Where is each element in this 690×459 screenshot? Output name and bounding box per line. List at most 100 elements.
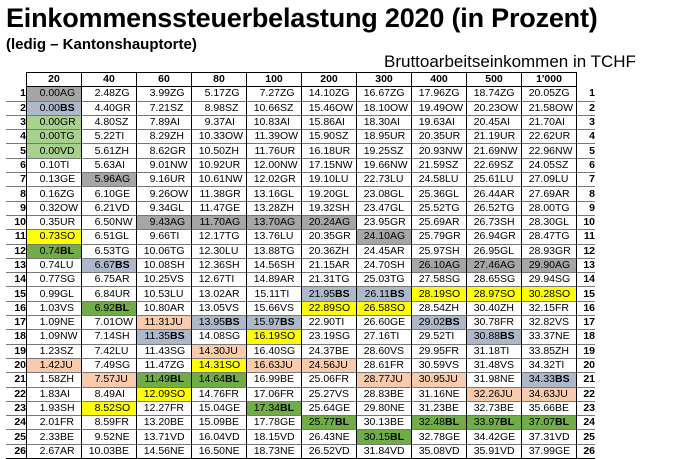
canton-code: VD: [170, 429, 192, 445]
canton-code: TI: [280, 286, 302, 302]
canton-code: SO: [115, 401, 137, 416]
canton-code: TI: [115, 129, 137, 144]
canton-code: BL: [170, 372, 192, 388]
canton-code: SG: [115, 358, 137, 373]
canton-code: BS: [445, 315, 467, 330]
canton-code: BE: [280, 372, 302, 388]
rate-value: 21.59: [411, 158, 445, 173]
rank-label: 23: [14, 401, 26, 414]
rate-value: 30.15: [356, 429, 390, 445]
rate-value: 10.06: [136, 244, 170, 259]
canton-code: ZG: [170, 358, 192, 373]
canton-code: GL: [390, 186, 412, 202]
rank-label: 19: [14, 344, 26, 357]
rate-value: 25.06: [301, 372, 335, 388]
canton-code: TI: [390, 329, 412, 345]
canton-code: GL: [170, 201, 192, 216]
rate-value: 10.61: [191, 172, 225, 187]
canton-code: BE: [555, 401, 577, 416]
rate-value: 11.70: [191, 215, 225, 230]
rate-value: 18.10: [356, 101, 390, 116]
rank-label-right: 1: [589, 87, 595, 100]
rate-value: 25.03: [356, 272, 390, 287]
rate-value: 5.96: [81, 172, 115, 187]
canton-code: BL: [115, 301, 137, 316]
rate-value: 13.71: [136, 429, 170, 445]
canton-code: GE: [390, 315, 412, 330]
rate-value: 6.21: [81, 201, 115, 216]
rate-value: 7.42: [81, 344, 115, 359]
canton-code: VD: [60, 143, 82, 159]
canton-code: AG: [170, 215, 192, 230]
canton-code: VS: [390, 344, 412, 359]
rank-label: 16: [14, 301, 26, 314]
column-header: 200: [301, 71, 357, 88]
canton-code: SZ: [555, 158, 577, 173]
canton-code: GL: [60, 286, 82, 302]
canton-code: SH: [335, 201, 357, 216]
canton-code: UR: [115, 286, 137, 302]
rate-value: 0.74: [26, 244, 60, 259]
canton-code: ZH: [60, 372, 82, 388]
rate-value: 13.05: [191, 301, 225, 316]
rate-value: 19.20: [301, 186, 335, 202]
canton-code: GE: [115, 186, 137, 202]
canton-code: TI: [60, 158, 82, 173]
table-row: 5 0.00 VD 5.61 ZH 8.62 GR 10.50 ZH 11.76 UR 16.18 UR…: [6, 143, 595, 159]
canton-code: SG: [60, 272, 82, 287]
rate-value: 10.25: [136, 272, 170, 287]
canton-code: JU: [445, 372, 467, 388]
rate-value: 12.00: [246, 158, 280, 173]
rank-label-right: 7: [589, 173, 595, 186]
canton-code: NE: [115, 429, 137, 445]
table-row: 14 0.77 SG 6.75 AR 10.25 VS 12.67 TI 14.89 AR 21.31…: [6, 272, 595, 287]
rate-value: 1.09: [26, 315, 60, 330]
canton-code: OW: [390, 101, 412, 116]
rate-value: 7.21: [136, 101, 170, 116]
canton-code: GL: [390, 201, 412, 216]
rate-value: 8.62: [136, 143, 170, 159]
rate-value: 1.42: [26, 358, 60, 373]
rate-value: 37.07: [521, 415, 555, 430]
rate-value: 21.70: [521, 115, 555, 130]
rank-label-right: 21: [583, 373, 595, 386]
rank-label: 7: [20, 173, 26, 186]
rate-value: 0.00: [26, 86, 60, 102]
rate-value: 15.90: [301, 129, 335, 144]
rate-value: 26.73: [466, 215, 500, 230]
rate-value: 29.95: [411, 344, 445, 359]
canton-code: ZH: [555, 344, 577, 359]
canton-code: VS: [60, 301, 82, 316]
rate-value: 26.52: [466, 201, 500, 216]
rate-value: 16.50: [191, 444, 225, 459]
rate-value: 30.28: [521, 286, 555, 302]
rate-value: 23.19: [301, 329, 335, 345]
rate-value: 26.58: [356, 301, 390, 316]
rate-value: 22.69: [466, 158, 500, 173]
canton-code: UR: [280, 143, 302, 159]
canton-code: AI: [115, 387, 137, 402]
canton-code: ZG: [500, 86, 522, 102]
canton-code: TG: [555, 229, 577, 245]
rate-value: 15.86: [301, 115, 335, 130]
rate-value: 28.00: [521, 201, 555, 216]
rate-value: 21.95: [301, 286, 335, 302]
canton-code: AG: [445, 258, 467, 273]
canton-code: TG: [335, 272, 357, 287]
rate-value: 15.09: [191, 415, 225, 430]
canton-code: FR: [225, 387, 247, 402]
canton-code: AR: [170, 301, 192, 316]
rate-value: 24.70: [356, 258, 390, 273]
rate-value: 34.32: [521, 358, 555, 373]
rate-value: 22.96: [521, 143, 555, 159]
canton-code: FR: [445, 344, 467, 359]
rate-value: 11.43: [136, 344, 170, 359]
rate-value: 3.99: [136, 86, 170, 102]
page-title: Einkommenssteuerbelastung 2020 (in Proze…: [6, 3, 598, 33]
canton-code: NW: [445, 143, 467, 159]
rate-value: 26.60: [356, 315, 390, 330]
rate-value: 33.37: [521, 329, 555, 345]
rate-value: 28.65: [466, 272, 500, 287]
canton-code: GE: [555, 444, 577, 459]
rate-value: 21.58: [521, 101, 555, 116]
